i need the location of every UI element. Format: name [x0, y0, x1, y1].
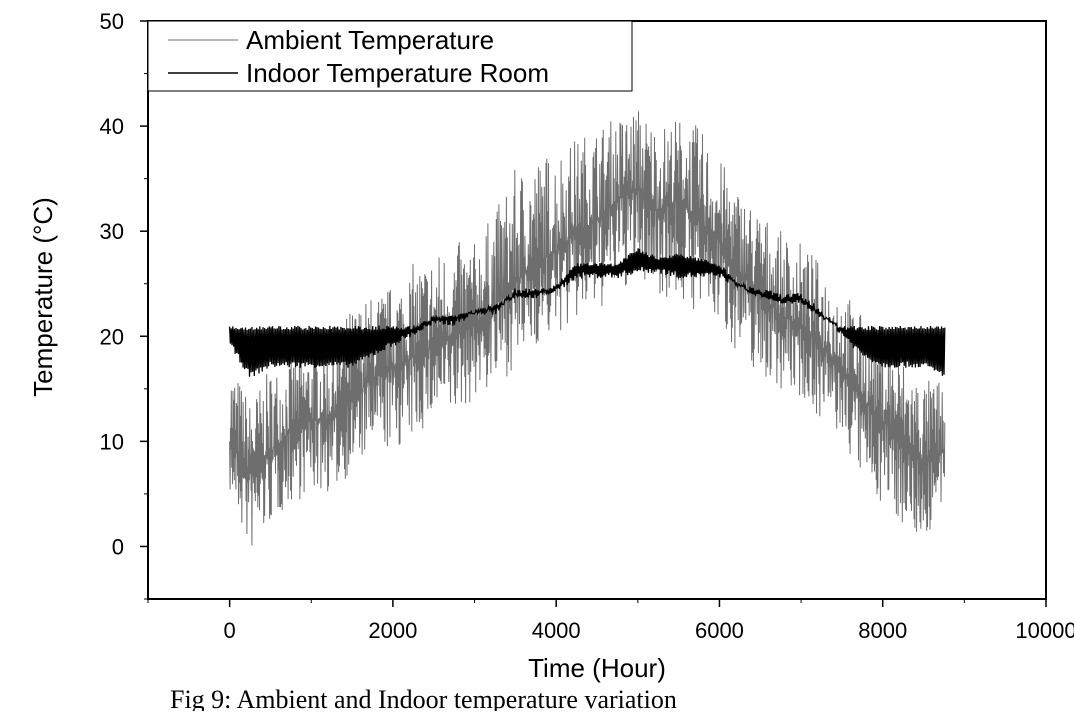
legend-label-indoor: Indoor Temperature Room: [246, 58, 549, 88]
x-tick-label: 4000: [532, 618, 581, 643]
y-tick-label: 50: [100, 9, 124, 34]
y-tick-label: 20: [100, 324, 124, 349]
x-tick-label: 0: [224, 618, 236, 643]
series-line-indoor: [228, 248, 946, 377]
legend-label-ambient: Ambient Temperature: [246, 25, 494, 55]
y-axis-label: Temperature (°C): [28, 197, 58, 397]
legend-box: [147, 20, 633, 92]
figure-caption: Fig 9: Ambient and Indoor temperature va…: [170, 685, 677, 711]
y-tick-label: 40: [100, 114, 124, 139]
y-tick-label: 10: [100, 429, 124, 454]
x-tick-label: 6000: [695, 618, 744, 643]
legend: Ambient Temperature Indoor Temperature R…: [147, 20, 633, 92]
x-tick-label: 10000: [1015, 618, 1074, 643]
x-axis-label: Time (Hour): [528, 653, 666, 683]
plot-area-frame: [147, 20, 1047, 600]
x-tick-label: 8000: [858, 618, 907, 643]
y-tick-label: 30: [100, 219, 124, 244]
series-line-ambient: [229, 111, 946, 546]
y-tick-label: 0: [112, 534, 124, 559]
x-tick-label: 2000: [368, 618, 417, 643]
